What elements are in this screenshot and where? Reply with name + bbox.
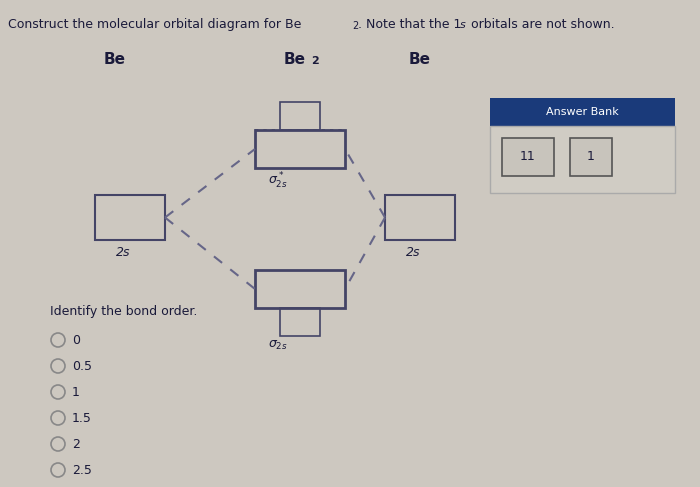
- Text: Answer Bank: Answer Bank: [546, 107, 619, 117]
- Bar: [385, 195, 455, 240]
- Bar: [255, 270, 345, 308]
- Text: 2: 2: [352, 21, 358, 31]
- Bar: [570, 138, 612, 176]
- Text: Be: Be: [409, 52, 431, 67]
- Text: s: s: [460, 20, 466, 30]
- Text: 0.5: 0.5: [72, 359, 92, 373]
- Text: $\sigma_{2s}$: $\sigma_{2s}$: [269, 339, 288, 352]
- Text: 2s: 2s: [116, 246, 130, 259]
- Text: 2s: 2s: [406, 246, 421, 259]
- Bar: [280, 102, 320, 130]
- Bar: [255, 130, 345, 168]
- Text: 0: 0: [72, 334, 80, 346]
- Bar: [490, 126, 675, 193]
- Bar: [95, 195, 165, 240]
- Text: Be: Be: [104, 52, 126, 67]
- Text: Identify the bond order.: Identify the bond order.: [50, 305, 197, 318]
- Text: . Note that the 1: . Note that the 1: [358, 18, 461, 31]
- Bar: [280, 308, 320, 336]
- Text: 11: 11: [520, 150, 536, 164]
- Text: Be: Be: [284, 52, 306, 67]
- Text: 1: 1: [587, 150, 595, 164]
- Bar: [490, 98, 675, 126]
- Text: 2: 2: [311, 56, 318, 66]
- Text: 1: 1: [72, 386, 80, 398]
- Text: 2: 2: [72, 437, 80, 450]
- Text: Construct the molecular orbital diagram for Be: Construct the molecular orbital diagram …: [8, 18, 302, 31]
- Text: $\sigma^*_{2s}$: $\sigma^*_{2s}$: [269, 171, 288, 191]
- Text: 1.5: 1.5: [72, 412, 92, 425]
- Text: 2.5: 2.5: [72, 464, 92, 476]
- Text: orbitals are not shown.: orbitals are not shown.: [467, 18, 615, 31]
- Bar: [502, 138, 554, 176]
